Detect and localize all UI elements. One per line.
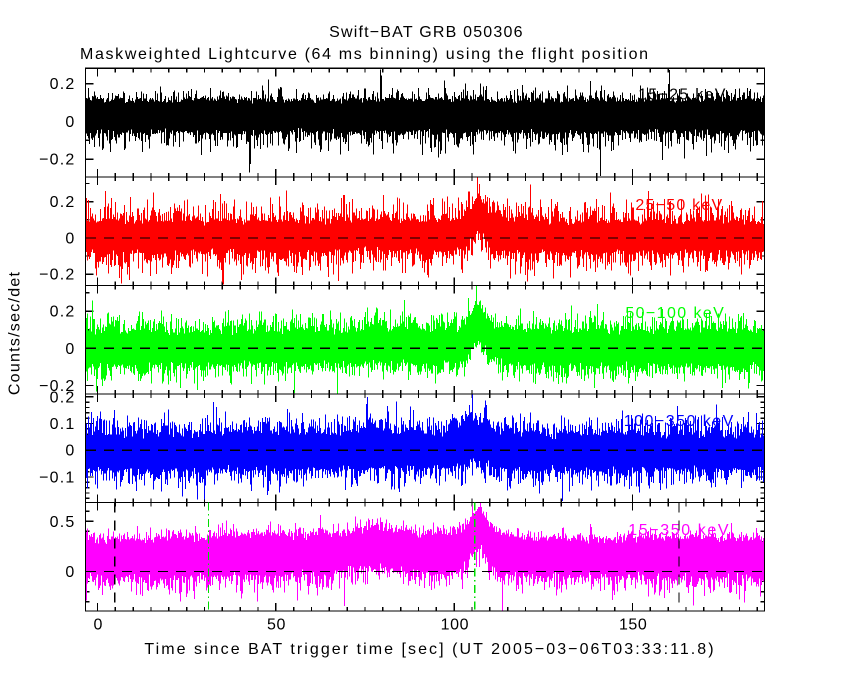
svg-text:0.2: 0.2	[50, 76, 76, 93]
svg-text:25−50 keV: 25−50 keV	[635, 197, 723, 214]
svg-text:0: 0	[65, 341, 75, 358]
svg-text:Maskweighted Lightcurve (64 ms: Maskweighted Lightcurve (64 ms binning) …	[80, 46, 650, 63]
svg-text:0.2: 0.2	[50, 304, 76, 321]
svg-text:0.2: 0.2	[50, 389, 76, 406]
svg-text:150: 150	[619, 617, 648, 634]
svg-text:100: 100	[441, 617, 470, 634]
svg-text:0: 0	[93, 617, 103, 634]
svg-text:0.2: 0.2	[50, 194, 76, 211]
svg-text:Swift−BAT GRB 050306: Swift−BAT GRB 050306	[329, 24, 524, 41]
svg-text:0: 0	[65, 230, 75, 247]
svg-text:0.1: 0.1	[50, 416, 76, 433]
svg-text:0.5: 0.5	[50, 514, 76, 531]
svg-text:Counts/sec/det: Counts/sec/det	[6, 271, 23, 395]
svg-text:0: 0	[65, 114, 75, 131]
svg-text:Time since BAT trigger time [s: Time since BAT trigger time [sec] (UT 20…	[144, 641, 715, 658]
svg-text:−0.2: −0.2	[39, 267, 75, 284]
svg-text:−0.2: −0.2	[39, 378, 75, 395]
svg-text:50−100 keV: 50−100 keV	[625, 305, 725, 322]
svg-text:100−350 keV: 100−350 keV	[624, 413, 735, 430]
svg-text:−0.1: −0.1	[39, 469, 75, 486]
svg-text:0: 0	[65, 443, 75, 460]
svg-text:−0.2: −0.2	[39, 152, 75, 169]
svg-text:50: 50	[267, 617, 286, 634]
svg-text:15−25 keV: 15−25 keV	[638, 87, 727, 104]
svg-text:0: 0	[65, 564, 75, 581]
svg-text:15−350 keV: 15−350 keV	[628, 522, 730, 539]
